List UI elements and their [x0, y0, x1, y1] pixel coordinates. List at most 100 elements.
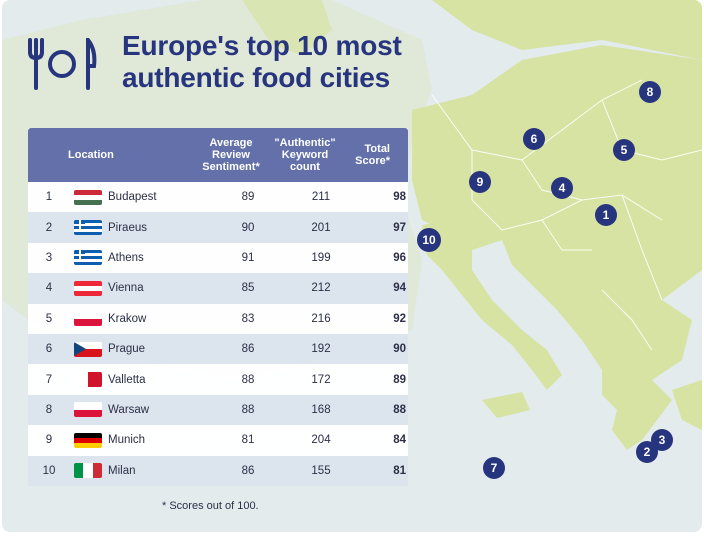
page-title: Europe's top 10 most authentic food citi… — [122, 30, 402, 93]
table-row: 6 Prague 86 192 90 — [28, 333, 408, 365]
keyword-cell: 216 — [311, 312, 331, 325]
score-cell: 81 — [393, 464, 406, 477]
city-cell: Milan — [108, 464, 136, 477]
map-pin-1: 1 — [595, 204, 617, 226]
sentiment-cell: 85 — [241, 282, 255, 295]
italy-land — [422, 220, 562, 390]
keyword-cell: 172 — [311, 373, 331, 386]
baltic-land — [432, 0, 702, 60]
sentiment-cell: 90 — [241, 221, 255, 234]
header-sentiment-line-3: Sentiment* — [202, 161, 260, 173]
city-cell: Munich — [108, 434, 146, 447]
header-keyword: "Authentic" Keyword count — [262, 137, 348, 173]
svg-text:10: 10 — [422, 233, 436, 247]
rank-cell: 8 — [45, 403, 53, 416]
greece-flag-icon — [74, 220, 102, 236]
score-cell: 88 — [393, 403, 406, 416]
hungary-flag-icon — [74, 189, 102, 205]
germany-flag-icon — [74, 432, 102, 448]
rank-cell: 9 — [45, 434, 53, 447]
austria-flag-icon — [74, 280, 102, 296]
sentiment-cell: 91 — [241, 251, 255, 264]
table-row: 4 Vienna 85 212 94 — [28, 273, 408, 304]
score-cell: 96 — [393, 251, 406, 264]
score-cell: 97 — [393, 221, 406, 234]
central-europe-land — [412, 45, 702, 300]
header-keyword-line-3: count — [290, 161, 320, 173]
map-pin-7: 7 — [483, 457, 505, 479]
sentiment-cell: 83 — [241, 312, 255, 325]
keyword-cell: 204 — [311, 434, 331, 447]
svg-text:4: 4 — [559, 181, 566, 195]
city-cell: Prague — [108, 343, 146, 356]
score-cell: 92 — [393, 312, 406, 325]
city-cell: Budapest — [108, 191, 157, 204]
italy-flag-icon — [74, 463, 102, 479]
svg-text:3: 3 — [659, 433, 666, 447]
keyword-cell: 168 — [311, 403, 331, 416]
rank-cell: 3 — [45, 251, 53, 264]
keyword-cell: 199 — [311, 251, 331, 264]
score-cell: 98 — [393, 191, 406, 204]
malta-flag-icon — [74, 372, 102, 388]
sicily-land — [482, 392, 530, 418]
poland-flag-icon — [74, 402, 102, 418]
city-cell: Athens — [108, 251, 144, 264]
header-sentiment-line-2: Review — [212, 149, 250, 161]
table-header: Location Average Review Sentiment* "Auth… — [28, 128, 408, 182]
balkans-land — [502, 240, 692, 390]
svg-text:9: 9 — [477, 175, 484, 189]
city-cell: Vienna — [108, 282, 144, 295]
sentiment-cell: 86 — [241, 464, 255, 477]
sentiment-cell: 88 — [241, 373, 255, 386]
table-row: 5 Krakow 83 216 92 — [28, 303, 408, 334]
keyword-cell: 201 — [311, 221, 331, 234]
map-pin-5: 5 — [613, 139, 635, 161]
map-pin-9: 9 — [469, 171, 491, 193]
rank-cell: 7 — [45, 373, 53, 386]
table-row: 8 Warsaw 88 168 88 — [28, 394, 408, 426]
keyword-cell: 192 — [311, 343, 331, 356]
keyword-cell: 211 — [311, 191, 331, 204]
score-cell: 89 — [393, 373, 406, 386]
greece-land — [602, 370, 672, 450]
sentiment-cell: 81 — [241, 434, 255, 447]
footnote: * Scores out of 100. — [162, 500, 259, 512]
svg-text:6: 6 — [531, 132, 538, 146]
table-row: 3 Athens 91 199 96 — [28, 242, 408, 274]
rank-cell: 5 — [45, 312, 53, 325]
poland-flag-icon — [74, 311, 102, 327]
score-cell: 84 — [393, 434, 406, 447]
rank-cell: 1 — [45, 191, 53, 204]
svg-text:5: 5 — [621, 143, 628, 157]
header-sentiment: Average Review Sentiment* — [200, 137, 262, 173]
header-location: Location — [68, 149, 114, 161]
svg-text:2: 2 — [644, 445, 651, 459]
map-pin-10: 10 — [417, 228, 441, 252]
sentiment-cell: 89 — [241, 191, 255, 204]
header-score-line-1: Total — [364, 143, 390, 155]
keyword-cell: 155 — [311, 464, 331, 477]
header-keyword-line-2: Keyword — [281, 149, 329, 161]
map-pin-8: 8 — [639, 81, 661, 103]
score-cell: 90 — [393, 343, 406, 356]
table-row: 7 Valletta 88 172 89 — [28, 364, 408, 395]
table-body: 1 Budapest 89 211 98 2 Piraeus 90 201 97 3 Athens 91… — [28, 182, 408, 486]
rank-cell: 10 — [42, 464, 56, 477]
city-cell: Piraeus — [108, 221, 147, 234]
city-cell: Valletta — [108, 373, 146, 386]
keyword-cell: 212 — [311, 282, 331, 295]
ranking-table: Location Average Review Sentiment* "Auth… — [28, 128, 408, 486]
cutlery-plate-icon — [28, 38, 97, 90]
header-keyword-line-1: "Authentic" — [274, 137, 336, 149]
table-row: 10 Milan 86 155 81 — [28, 455, 408, 486]
sentiment-cell: 86 — [241, 343, 255, 356]
turkey-land — [672, 380, 702, 430]
header-score-line-2: Score* — [355, 155, 390, 167]
table-row: 9 Munich 81 204 84 — [28, 425, 408, 456]
city-cell: Krakow — [108, 312, 147, 325]
scandinavia-land — [242, 0, 332, 55]
rank-cell: 6 — [45, 343, 53, 356]
table-row: 1 Budapest 89 211 98 — [28, 182, 408, 213]
